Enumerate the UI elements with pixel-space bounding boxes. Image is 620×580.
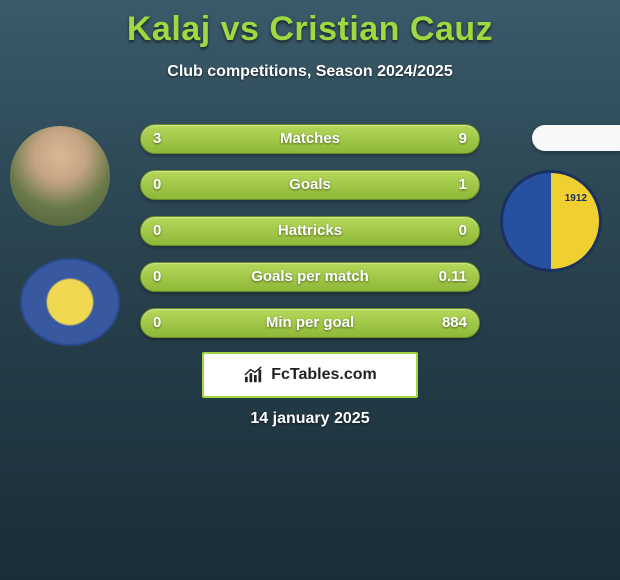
stat-label: Matches [141,125,479,153]
stat-label: Goals per match [141,263,479,291]
chart-icon [243,366,265,384]
date-text: 14 january 2025 [0,410,620,428]
page-title: Kalaj vs Cristian Cauz [0,0,620,49]
stat-label: Hattricks [141,217,479,245]
stat-bar: 3 Matches 9 [140,124,480,154]
player-right-avatar [532,125,620,151]
stat-bar: 0 Min per goal 884 [140,308,480,338]
club-right-crest [500,170,602,272]
stat-bar: 0 Hattricks 0 [140,216,480,246]
stat-bar: 0 Goals per match 0.11 [140,262,480,292]
watermark-text: FcTables.com [271,366,377,384]
stat-right-value: 1 [459,171,467,199]
watermark-badge: FcTables.com [202,352,418,398]
stat-label: Min per goal [141,309,479,337]
stat-bar: 0 Goals 1 [140,170,480,200]
stat-bars: 3 Matches 9 0 Goals 1 0 Hattricks 0 0 Go… [140,124,480,354]
subtitle: Club competitions, Season 2024/2025 [0,63,620,81]
stat-label: Goals [141,171,479,199]
stat-right-value: 884 [442,309,467,337]
stat-right-value: 0 [459,217,467,245]
player-left-avatar [10,126,110,226]
club-left-crest [20,258,120,346]
stat-right-value: 9 [459,125,467,153]
stat-right-value: 0.11 [439,263,467,291]
